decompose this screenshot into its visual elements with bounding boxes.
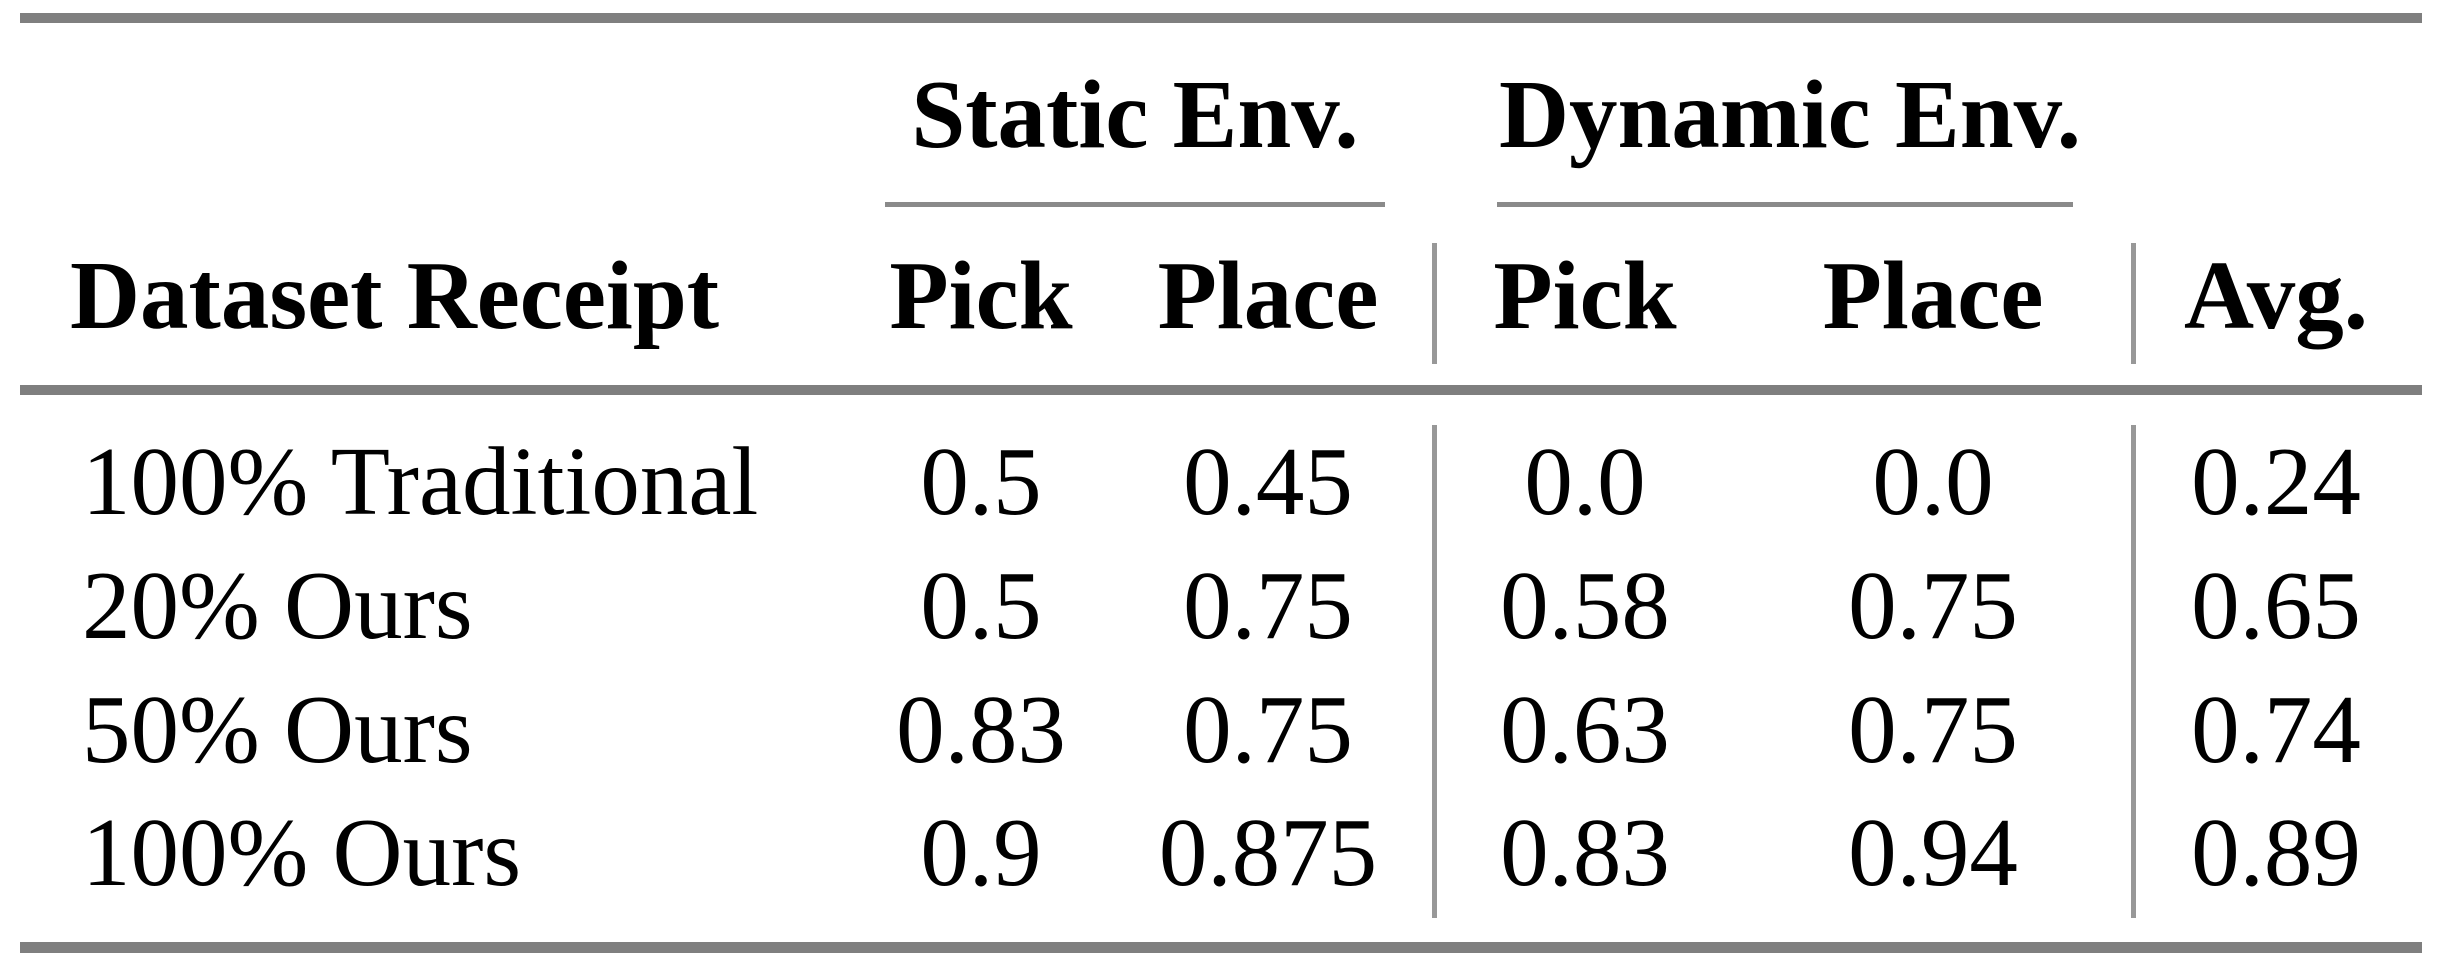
- group-header-dynamic-env: Dynamic Env.: [1498, 61, 2082, 168]
- body-vertical-separator-1: [1432, 425, 1437, 918]
- table-row: 100% Traditional 0.5 0.45 0.0 0.0 0.24: [0, 433, 2440, 531]
- cell-dynamic-place: 0.0: [1872, 428, 1994, 535]
- row-label: 100% Ours: [82, 799, 522, 906]
- row-label: 100% Traditional: [82, 428, 759, 535]
- cell-static-pick: 0.83: [896, 676, 1066, 783]
- cell-static-pick: 0.5: [920, 428, 1042, 535]
- column-header-dynamic-pick: Pick: [1493, 242, 1677, 349]
- cell-avg: 0.89: [2191, 799, 2361, 906]
- table-bottom-rule: [20, 942, 2422, 953]
- group-header-row: Static Env. Dynamic Env.: [0, 66, 2440, 164]
- column-header-dataset-receipt: Dataset Receipt: [70, 242, 720, 349]
- cell-static-place: 0.75: [1183, 552, 1353, 659]
- cell-dynamic-pick: 0.0: [1524, 428, 1646, 535]
- cell-dynamic-pick: 0.83: [1500, 799, 1670, 906]
- column-header-static-place: Place: [1157, 242, 1379, 349]
- dynamic-env-cmidrule: [1497, 202, 2073, 207]
- cell-avg: 0.65: [2191, 552, 2361, 659]
- header-vertical-separator-2: [2131, 243, 2136, 364]
- row-label: 50% Ours: [82, 676, 473, 783]
- column-header-dynamic-place: Place: [1822, 242, 2044, 349]
- header-vertical-separator-1: [1432, 243, 1437, 364]
- cell-static-place: 0.75: [1183, 676, 1353, 783]
- cell-dynamic-pick: 0.58: [1500, 552, 1670, 659]
- cell-avg: 0.24: [2191, 428, 2361, 535]
- cell-static-place: 0.875: [1158, 799, 1378, 906]
- cell-dynamic-place: 0.75: [1848, 676, 2018, 783]
- cell-static-place: 0.45: [1183, 428, 1353, 535]
- column-header-avg: Avg.: [2183, 242, 2369, 349]
- body-vertical-separator-2: [2131, 425, 2136, 918]
- cell-static-pick: 0.5: [920, 552, 1042, 659]
- table-row: 100% Ours 0.9 0.875 0.83 0.94 0.89: [0, 804, 2440, 902]
- column-header-row: Dataset Receipt Pick Place Pick Place Av…: [0, 247, 2440, 345]
- cell-dynamic-place: 0.94: [1848, 799, 2018, 906]
- table-row: 50% Ours 0.83 0.75 0.63 0.75 0.74: [0, 681, 2440, 779]
- row-label: 20% Ours: [82, 552, 473, 659]
- table-mid-rule: [20, 385, 2422, 395]
- group-header-static-env: Static Env.: [911, 61, 1359, 168]
- column-header-static-pick: Pick: [889, 242, 1073, 349]
- table-row: 20% Ours 0.5 0.75 0.58 0.75 0.65: [0, 557, 2440, 655]
- table-top-rule: [20, 13, 2422, 23]
- cell-static-pick: 0.9: [920, 799, 1042, 906]
- cell-dynamic-place: 0.75: [1848, 552, 2018, 659]
- cell-dynamic-pick: 0.63: [1500, 676, 1670, 783]
- static-env-cmidrule: [885, 202, 1385, 207]
- cell-avg: 0.74: [2191, 676, 2361, 783]
